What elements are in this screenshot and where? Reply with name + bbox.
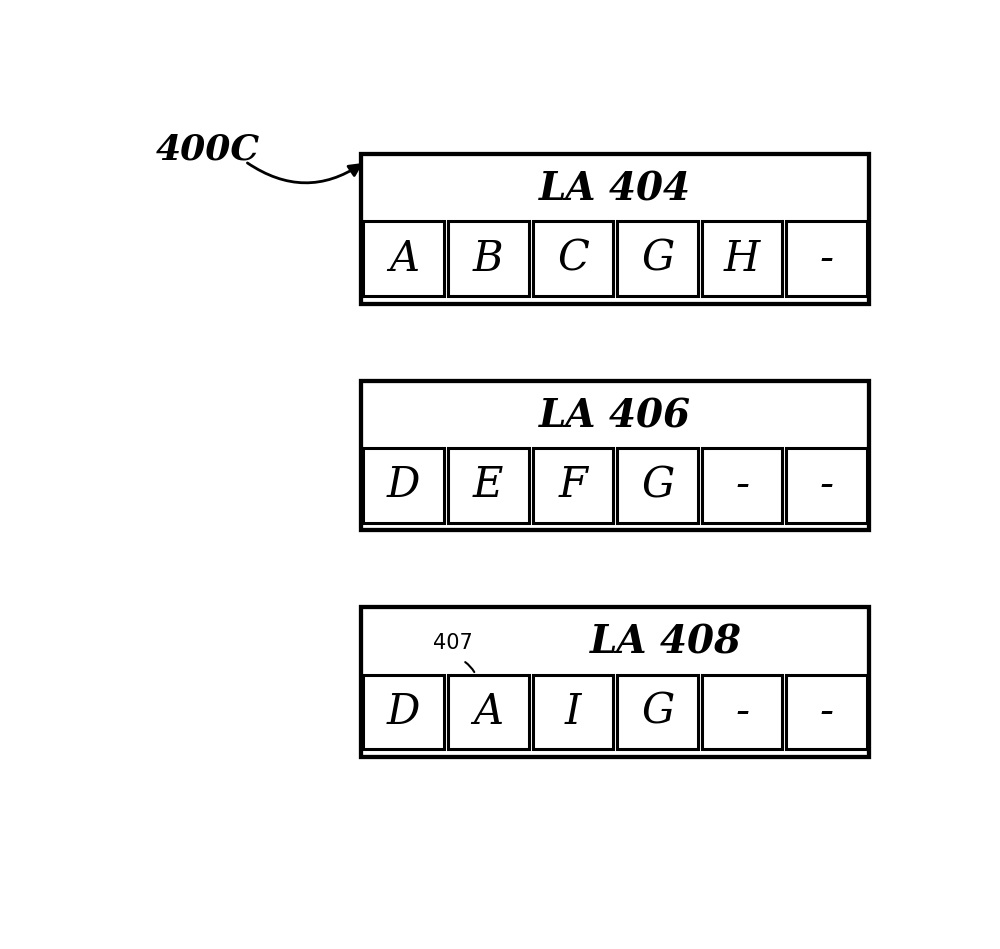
Text: H: H (724, 238, 760, 280)
Bar (702, 448, 782, 523)
Text: -: - (735, 691, 749, 733)
Text: G: G (641, 464, 674, 507)
Text: -: - (820, 691, 834, 733)
Text: LA 404: LA 404 (539, 171, 691, 209)
Bar (448, 221, 529, 296)
Bar (702, 221, 782, 296)
Bar (786, 448, 867, 523)
Bar (786, 675, 867, 750)
Text: -: - (820, 464, 834, 507)
Bar (363, 448, 444, 523)
Text: I: I (565, 691, 581, 733)
Bar (448, 448, 529, 523)
Text: -: - (735, 464, 749, 507)
Text: E: E (473, 464, 503, 507)
Text: -: - (820, 238, 834, 280)
Text: D: D (387, 464, 420, 507)
Text: D: D (387, 691, 420, 733)
Text: LA 406: LA 406 (539, 397, 691, 435)
Bar (617, 675, 698, 750)
Text: B: B (473, 238, 504, 280)
Text: G: G (641, 691, 674, 733)
Bar (448, 675, 529, 750)
Text: LA 408: LA 408 (590, 623, 742, 661)
Bar (702, 675, 782, 750)
Bar (363, 675, 444, 750)
Bar (363, 221, 444, 296)
Text: 400C: 400C (156, 132, 260, 166)
Bar (786, 221, 867, 296)
Bar (533, 221, 613, 296)
Text: A: A (389, 238, 419, 280)
Bar (617, 448, 698, 523)
Bar (361, 154, 869, 304)
Text: C: C (557, 238, 589, 280)
Bar (533, 448, 613, 523)
Bar (533, 675, 613, 750)
Text: F: F (558, 464, 587, 507)
Bar (617, 221, 698, 296)
Text: 407: 407 (433, 633, 473, 653)
Bar (361, 381, 869, 530)
Bar (361, 607, 869, 757)
Text: G: G (641, 238, 674, 280)
Text: A: A (473, 691, 503, 733)
